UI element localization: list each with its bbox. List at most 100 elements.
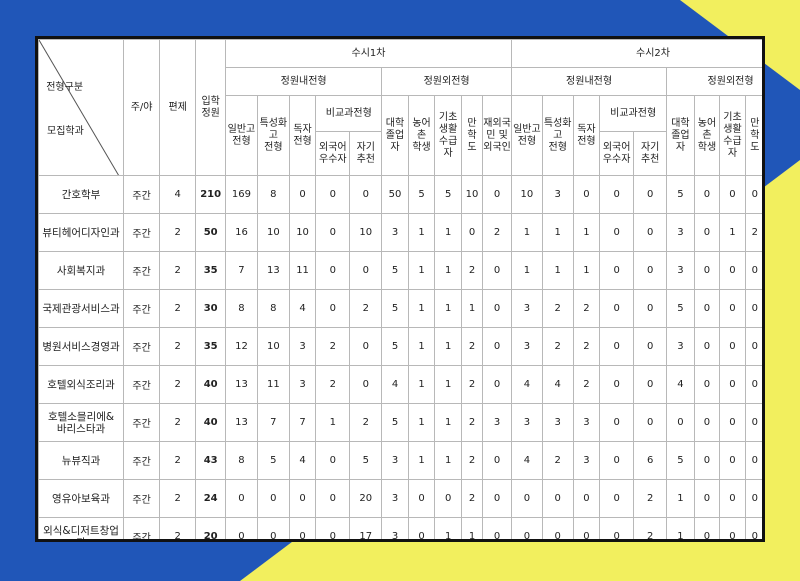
value-cell: 0	[744, 251, 762, 290]
value-cell: 1	[666, 517, 695, 539]
value-cell: 1	[510, 251, 543, 290]
value-cell: 16	[225, 213, 258, 252]
value-cell: 0	[764, 328, 765, 366]
admission-cell: 24	[195, 479, 227, 518]
value-cell: 2	[460, 327, 484, 366]
value-cell: 0	[288, 517, 317, 539]
value-cell: 0	[315, 251, 351, 290]
value-cell: 13	[256, 251, 290, 290]
value-cell: 0	[744, 175, 762, 214]
value-cell: 8	[256, 289, 290, 328]
value-cell: 0	[744, 289, 762, 328]
value-cell: 0	[693, 327, 721, 366]
value-cell: 0	[225, 517, 258, 539]
value-cell: 2	[349, 403, 383, 442]
value-cell: 10	[256, 213, 290, 252]
value-cell: 0	[693, 289, 721, 328]
value-cell: 0	[744, 479, 762, 518]
value-cell: 3	[482, 403, 512, 442]
value-cell: 1	[572, 251, 601, 290]
value-cell: 8	[225, 441, 258, 480]
header-s2-basic: 기초 생활 수급 자	[719, 95, 746, 176]
value-cell: 13	[225, 365, 258, 404]
quota-cell: 2	[159, 327, 197, 366]
admission-quota-table: 전형구분 모집학과 주/야 편제 입학 정원 수시1차 수시2차 정원내전형 정원…	[38, 39, 765, 539]
value-cell: 0	[633, 213, 668, 252]
value-cell: 1	[719, 213, 746, 252]
value-cell: 0	[256, 517, 290, 539]
value-cell: 17	[349, 517, 383, 539]
value-cell: 0	[764, 442, 765, 480]
value-cell: 1	[407, 289, 436, 328]
table-row: 국제관광서비스과주간23088402511103220050000	[38, 289, 765, 328]
value-cell: 0	[288, 479, 317, 518]
value-cell: 0	[482, 327, 512, 366]
value-cell: 3	[572, 403, 601, 442]
day-night-cell: 주간	[123, 327, 161, 366]
value-cell: 7	[256, 403, 290, 442]
value-cell: 8	[225, 289, 258, 328]
value-cell: 0	[693, 365, 721, 404]
value-cell: 4	[510, 441, 543, 480]
value-cell: 0	[693, 517, 721, 539]
header-s2-self: 자기 추천	[633, 131, 668, 176]
department-name: 병원서비스경영과	[38, 327, 125, 366]
department-name: 국제관광서비스과	[38, 289, 125, 328]
table-body: 간호학부주간42101698000505510010300050000뷰티헤어디…	[38, 175, 765, 539]
value-cell: 3	[541, 175, 574, 214]
value-cell: 10	[288, 213, 317, 252]
day-night-cell: 주간	[123, 479, 161, 518]
value-cell: 1	[434, 441, 462, 480]
header-s2-nonsubject: 비교과전형	[599, 95, 668, 132]
value-cell: 0	[482, 365, 512, 404]
value-cell: 3	[381, 479, 409, 518]
header-s1-out: 정원외전형	[381, 67, 512, 96]
value-cell: 0	[633, 403, 668, 442]
day-night-cell: 주간	[123, 441, 161, 480]
header-s1-rural: 농어 촌 학생	[407, 95, 436, 176]
value-cell: 0	[666, 403, 695, 442]
admission-table-frame: 전형구분 모집학과 주/야 편제 입학 정원 수시1차 수시2차 정원내전형 정원…	[35, 36, 765, 542]
quota-cell: 2	[159, 517, 197, 539]
value-cell: 0	[225, 479, 258, 518]
value-cell: 3	[510, 327, 543, 366]
value-cell: 0	[599, 175, 635, 214]
value-cell: 0	[482, 479, 512, 518]
day-night-cell: 주간	[123, 289, 161, 328]
day-night-cell: 주간	[123, 175, 161, 214]
value-cell: 0	[349, 251, 383, 290]
header-s2-rural: 농어 촌 학생	[693, 95, 721, 176]
header-s1-nonsubject: 비교과전형	[315, 95, 383, 132]
value-cell: 10	[256, 327, 290, 366]
value-cell: 2	[460, 251, 484, 290]
value-cell: 3	[381, 517, 409, 539]
value-cell: 20	[349, 479, 383, 518]
value-cell: 2	[460, 365, 484, 404]
value-cell: 5	[349, 441, 383, 480]
value-cell: 1	[434, 327, 462, 366]
value-cell: 0	[599, 441, 635, 480]
value-cell: 0	[599, 251, 635, 290]
value-cell: 0	[541, 479, 574, 518]
header-s1-alone: 독자 전형	[288, 95, 317, 176]
value-cell: 169	[225, 175, 258, 214]
value-cell: 11	[288, 251, 317, 290]
value-cell: 5	[666, 175, 695, 214]
value-cell: 50	[381, 175, 409, 214]
value-cell: 0	[599, 517, 635, 539]
header-day-night: 주/야	[123, 39, 161, 176]
value-cell: 2	[572, 289, 601, 328]
quota-cell: 2	[159, 213, 197, 252]
value-cell: 0	[719, 517, 746, 539]
value-cell: 0	[315, 289, 351, 328]
value-cell: 2	[460, 441, 484, 480]
value-cell: 4	[381, 365, 409, 404]
value-cell: 1	[460, 289, 484, 328]
value-cell: 3	[666, 251, 695, 290]
value-cell: 0	[764, 290, 765, 328]
value-cell: 4	[510, 365, 543, 404]
table-row: 영유아보육과주간224000020300200000210000	[38, 479, 762, 518]
value-cell: 1	[541, 251, 574, 290]
value-cell: 0	[315, 175, 351, 214]
value-cell: 0	[315, 213, 351, 252]
